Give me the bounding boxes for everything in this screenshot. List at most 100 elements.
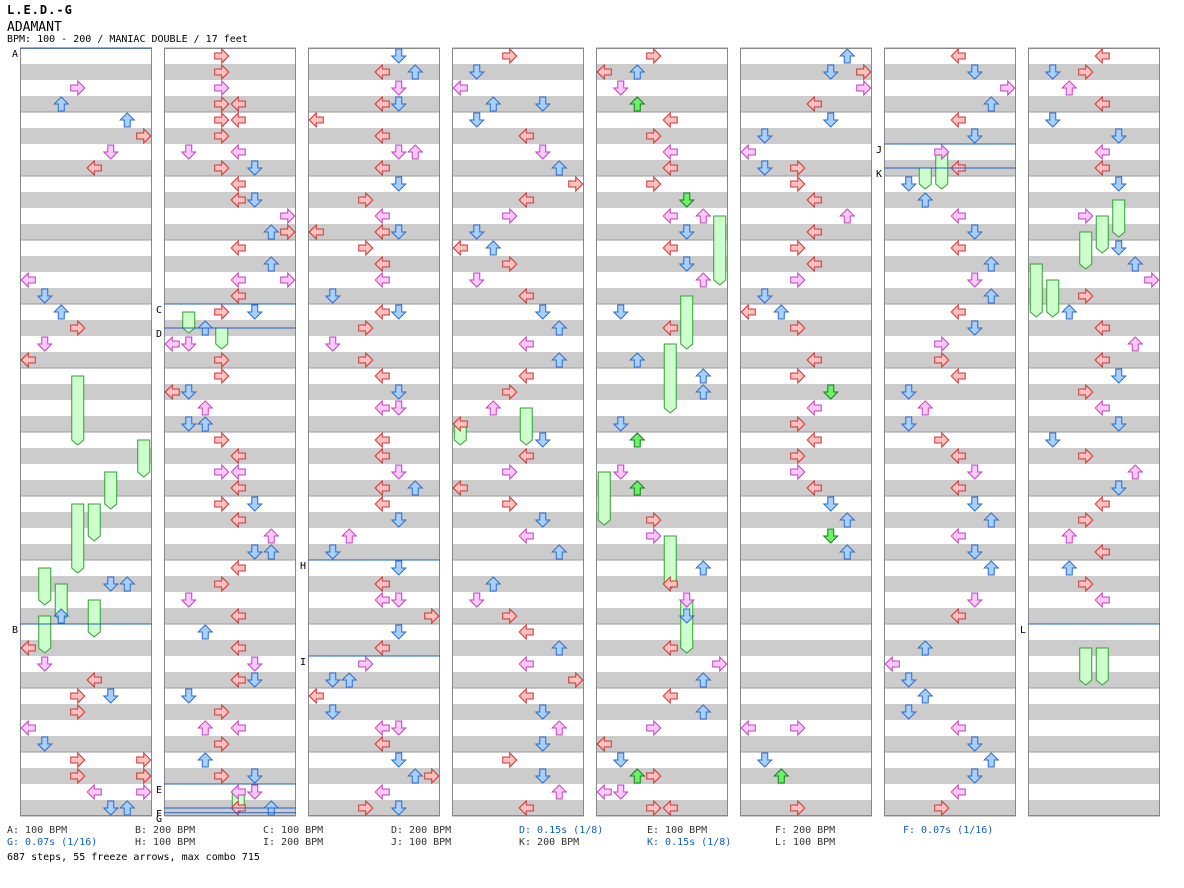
arrow-down [180,592,197,608]
song-info: BPM: 100 - 200 / MANIAC DOUBLE / 17 feet [7,34,248,45]
chart-column [308,47,440,817]
arrow-left [518,287,534,305]
stripe [164,416,296,432]
stripe [596,160,728,176]
arrow-right [646,175,662,193]
arrow-left [308,111,324,129]
legend-entry: I: 200 BPM [263,837,324,848]
arrow-down [468,64,485,80]
chart-column [596,47,728,817]
arrow-down [246,160,263,176]
arrow-left [374,639,390,657]
freeze-arrow [137,439,151,478]
arrow-left [230,607,246,625]
stripe [164,352,296,368]
arrow-down [612,416,629,432]
freeze-arrow [87,503,101,542]
arrow-down [1110,128,1127,144]
stripe [452,128,584,144]
stripe [308,288,440,304]
arrow-down [390,224,407,240]
arrow-left [374,159,390,177]
arrow-down [1110,240,1127,256]
arrow-right [214,303,230,321]
stripe [740,544,872,560]
arrow-up [119,112,136,128]
stripe [164,448,296,464]
arrow-right [790,463,806,481]
stripe [308,256,440,272]
arrow-down [324,672,341,688]
stripe [452,320,584,336]
arrow-left [950,111,966,129]
arrow-up [983,512,1000,528]
marker-label: H [300,561,306,572]
arrow-left [374,223,390,241]
arrow-up [629,432,646,448]
arrow-left [518,527,534,545]
freeze-arrow [215,327,229,350]
arrow-down [534,512,551,528]
arrow-left [806,223,822,241]
arrow-down [756,160,773,176]
marker-label: I [300,657,306,668]
stripe [884,576,1016,592]
legend-entry: D: 0.15s (1/8) [519,825,604,836]
arrow-down [1044,112,1061,128]
arrow-up [629,64,646,80]
arrow-up [1061,80,1078,96]
arrow-down [180,416,197,432]
stripe [1028,704,1160,720]
arrow-left [596,783,612,801]
arrow-right [214,47,230,65]
arrow-left [884,655,900,673]
freeze-arrow [918,167,932,190]
legend-entry: L: 100 BPM [775,837,836,848]
arrow-left [950,207,966,225]
stripe [1028,544,1160,560]
stripe [452,544,584,560]
arrow-up [983,752,1000,768]
arrow-down [102,800,119,816]
freeze-arrow [182,311,196,334]
stripe [308,96,440,112]
arrow-left [374,591,390,609]
arrow-up [53,608,70,624]
arrow-right [790,367,806,385]
arrow-down [900,672,917,688]
arrow-left [806,191,822,209]
arrow-down [534,432,551,448]
arrow-right [502,207,518,225]
arrow-right [1078,575,1094,593]
arrow-down [612,80,629,96]
arrow-left [230,479,246,497]
arrow-right [712,655,728,673]
arrow-left [230,783,246,801]
stripe [596,640,728,656]
arrow-up [551,352,568,368]
stripe [452,448,584,464]
arrow-down [534,144,551,160]
arrow-down [102,688,119,704]
arrow-left [950,607,966,625]
arrow-left [806,255,822,273]
arrow-right [502,495,518,513]
stripe [596,736,728,752]
stripe [596,96,728,112]
arrow-right [358,351,374,369]
freeze-arrow [71,503,85,574]
stripe [1028,576,1160,592]
arrow-up [1127,256,1144,272]
arrow-left [806,399,822,417]
arrow-down [1044,432,1061,448]
arrow-left [230,511,246,529]
arrow-up [917,640,934,656]
arrow-right [1000,79,1016,97]
stripe [1028,800,1160,816]
arrow-down [324,544,341,560]
arrow-left [950,479,966,497]
stripe [20,416,152,432]
arrow-right [136,127,152,145]
arrow-up [917,400,934,416]
stripe [1028,384,1160,400]
